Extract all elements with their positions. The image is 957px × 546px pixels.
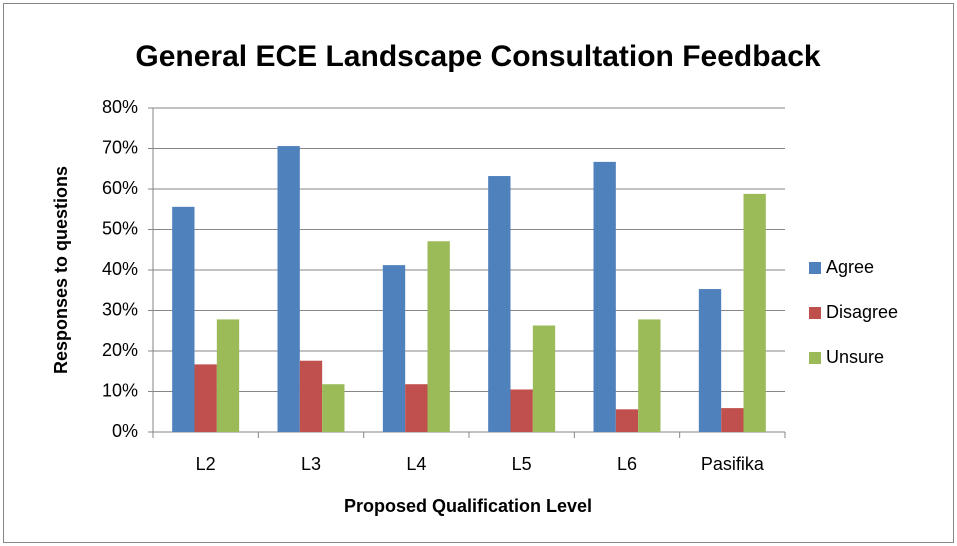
bar <box>172 206 195 432</box>
x-tick-label: L4 <box>406 454 426 474</box>
y-axis-label: Responses to questions <box>51 166 71 374</box>
legend-label: Disagree <box>826 302 898 322</box>
bar <box>216 319 240 432</box>
chart-title: General ECE Landscape Consultation Feedb… <box>135 40 820 73</box>
bar <box>277 146 300 432</box>
y-tick-label: 0% <box>112 421 138 441</box>
bar <box>532 325 556 432</box>
x-axis-label: Proposed Qualification Level <box>344 496 592 516</box>
bar <box>299 360 323 432</box>
y-tick-label: 60% <box>102 178 138 198</box>
y-tick-label: 30% <box>102 299 138 319</box>
x-tick-label: Pasifika <box>701 454 765 474</box>
x-tick-label: L3 <box>301 454 321 474</box>
legend-label: Unsure <box>826 347 884 367</box>
legend-label: Agree <box>826 257 874 277</box>
legend-swatch <box>809 352 821 364</box>
chart-border <box>3 3 954 543</box>
bar <box>721 408 744 432</box>
bar <box>638 319 661 432</box>
y-tick-label: 10% <box>102 380 138 400</box>
bar <box>322 384 345 432</box>
y-tick-label: 80% <box>102 97 138 117</box>
x-tick-label: L6 <box>617 454 637 474</box>
y-tick-label: 70% <box>102 137 138 157</box>
bar <box>427 241 450 432</box>
x-tick-label: L5 <box>512 454 532 474</box>
bar <box>593 161 616 433</box>
bar <box>382 265 406 432</box>
bar <box>615 409 639 432</box>
bar <box>194 364 217 432</box>
bar <box>698 289 722 432</box>
legend-swatch <box>809 307 821 319</box>
bar <box>488 176 511 432</box>
y-tick-label: 20% <box>102 340 138 360</box>
bar <box>510 389 533 432</box>
legend-swatch <box>809 262 821 274</box>
x-tick-label: L2 <box>196 454 216 474</box>
y-tick-label: 40% <box>102 259 138 279</box>
y-tick-label: 50% <box>102 218 138 238</box>
bar <box>405 384 428 432</box>
bar <box>743 193 766 432</box>
